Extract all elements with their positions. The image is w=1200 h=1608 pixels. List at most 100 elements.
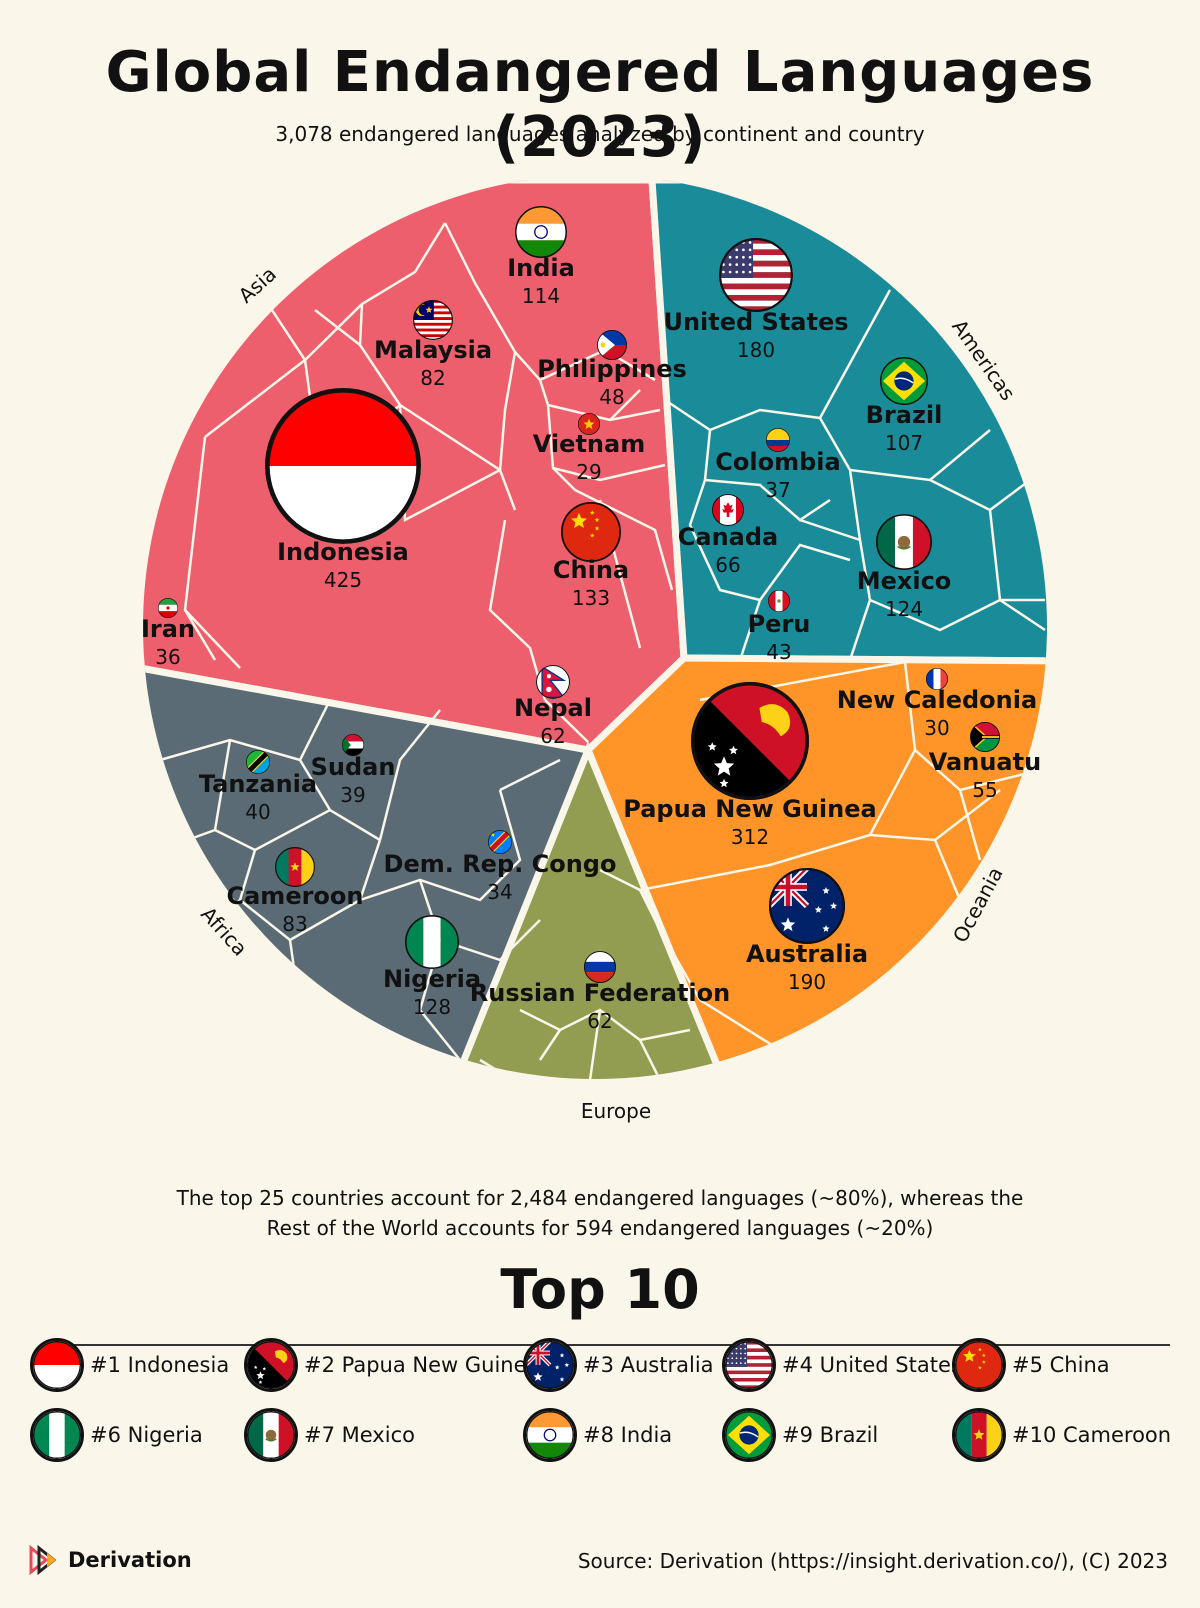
country-value: 82 xyxy=(420,366,445,390)
chart-title: Global Endangered Languages (2023) xyxy=(105,40,1095,170)
cell-edge xyxy=(688,479,761,602)
mexico-flag-icon xyxy=(244,1408,298,1462)
continent-label-asia: Asia xyxy=(234,262,281,308)
mexico-flag-icon xyxy=(876,514,933,571)
china-flag-icon xyxy=(561,502,622,563)
nigeria-flag-icon xyxy=(30,1408,84,1462)
country-label: Vanuatu xyxy=(929,748,1041,776)
country-value: 48 xyxy=(599,385,624,409)
top10-label: #3 Australia xyxy=(583,1353,714,1377)
country-label: Australia xyxy=(746,940,868,968)
country-value: 29 xyxy=(576,460,601,484)
cell-edge xyxy=(544,699,589,743)
australia-flag-icon xyxy=(769,868,845,944)
iran-flag-icon xyxy=(158,598,179,619)
cell-edge xyxy=(658,929,781,1052)
cell-edge xyxy=(958,789,982,861)
top10-item-india: #8 India xyxy=(523,1405,672,1465)
country-value: 37 xyxy=(765,478,790,502)
country-value: 66 xyxy=(715,553,740,577)
country-label: Peru xyxy=(748,610,811,638)
sudan-flag-icon xyxy=(342,734,364,756)
dem-rep-congo-flag-icon xyxy=(488,830,513,855)
country-value: 62 xyxy=(587,1009,612,1033)
russian-federation-flag-icon xyxy=(584,951,617,984)
country-label: Brazil xyxy=(866,401,943,429)
peru-flag-icon xyxy=(768,590,790,612)
country-value: 83 xyxy=(282,912,307,936)
country-label: Papua New Guinea xyxy=(623,795,876,823)
cell-edge xyxy=(552,463,666,482)
tanzania-flag-icon xyxy=(246,750,271,775)
top10-item-cameroon: #10 Cameroon xyxy=(952,1405,1171,1465)
chart-subtitle: 3,078 endangered languages analyzed by c… xyxy=(275,122,925,146)
cell-edge xyxy=(638,1039,662,1079)
canada-flag-icon xyxy=(712,494,745,527)
cell-edge xyxy=(818,417,991,482)
top10-item-united-states: #4 United States xyxy=(722,1335,962,1395)
country-label: New Caledonia xyxy=(837,686,1037,714)
cell-edge xyxy=(999,598,1046,632)
country-label: Vietnam xyxy=(533,430,645,458)
cell-edge xyxy=(314,309,361,346)
indonesia-flag-icon xyxy=(30,1338,84,1392)
country-label: Canada xyxy=(678,523,778,551)
summary-line-1: The top 25 countries account for 2,484 e… xyxy=(176,1186,1024,1210)
top10-item-brazil: #9 Brazil xyxy=(722,1405,878,1465)
cell-edge xyxy=(538,1029,562,1061)
vanuatu-flag-icon xyxy=(970,722,1001,753)
cell-edge xyxy=(738,599,762,661)
country-label: Philippines xyxy=(537,355,687,383)
country-label: Tanzania xyxy=(199,770,317,798)
cell-edge xyxy=(664,289,892,432)
cell-edge xyxy=(929,478,1045,602)
top10-item-china: #5 China xyxy=(952,1335,1110,1395)
cell-edge xyxy=(184,609,241,669)
country-value: 107 xyxy=(885,431,923,455)
derivation-logo-icon xyxy=(29,1545,57,1575)
summary-line-2: Rest of the World accounts for 594 endan… xyxy=(266,1216,934,1240)
country-value: 190 xyxy=(788,970,826,994)
country-value: 312 xyxy=(731,825,769,849)
papua-new-guinea-flag-icon xyxy=(244,1338,298,1392)
country-label: Colombia xyxy=(715,448,840,476)
cell-edge xyxy=(638,889,662,931)
country-value: 36 xyxy=(155,645,180,669)
country-value: 62 xyxy=(540,724,565,748)
cell-edge xyxy=(488,519,547,701)
country-value: 180 xyxy=(737,338,775,362)
top10-label: #5 China xyxy=(1012,1353,1110,1377)
country-value: 128 xyxy=(413,995,451,1019)
country-value: 124 xyxy=(885,597,923,621)
top10-label: #4 United States xyxy=(782,1353,962,1377)
top10-label: #7 Mexico xyxy=(304,1423,415,1447)
country-label: China xyxy=(553,556,629,584)
country-label: Dem. Rep. Congo xyxy=(384,850,617,878)
new-caledonia-flag-icon xyxy=(926,668,948,690)
cell-edge xyxy=(298,759,332,811)
country-label: Mexico xyxy=(857,567,952,595)
cell-edge xyxy=(159,699,332,762)
nigeria-flag-icon xyxy=(405,915,460,970)
